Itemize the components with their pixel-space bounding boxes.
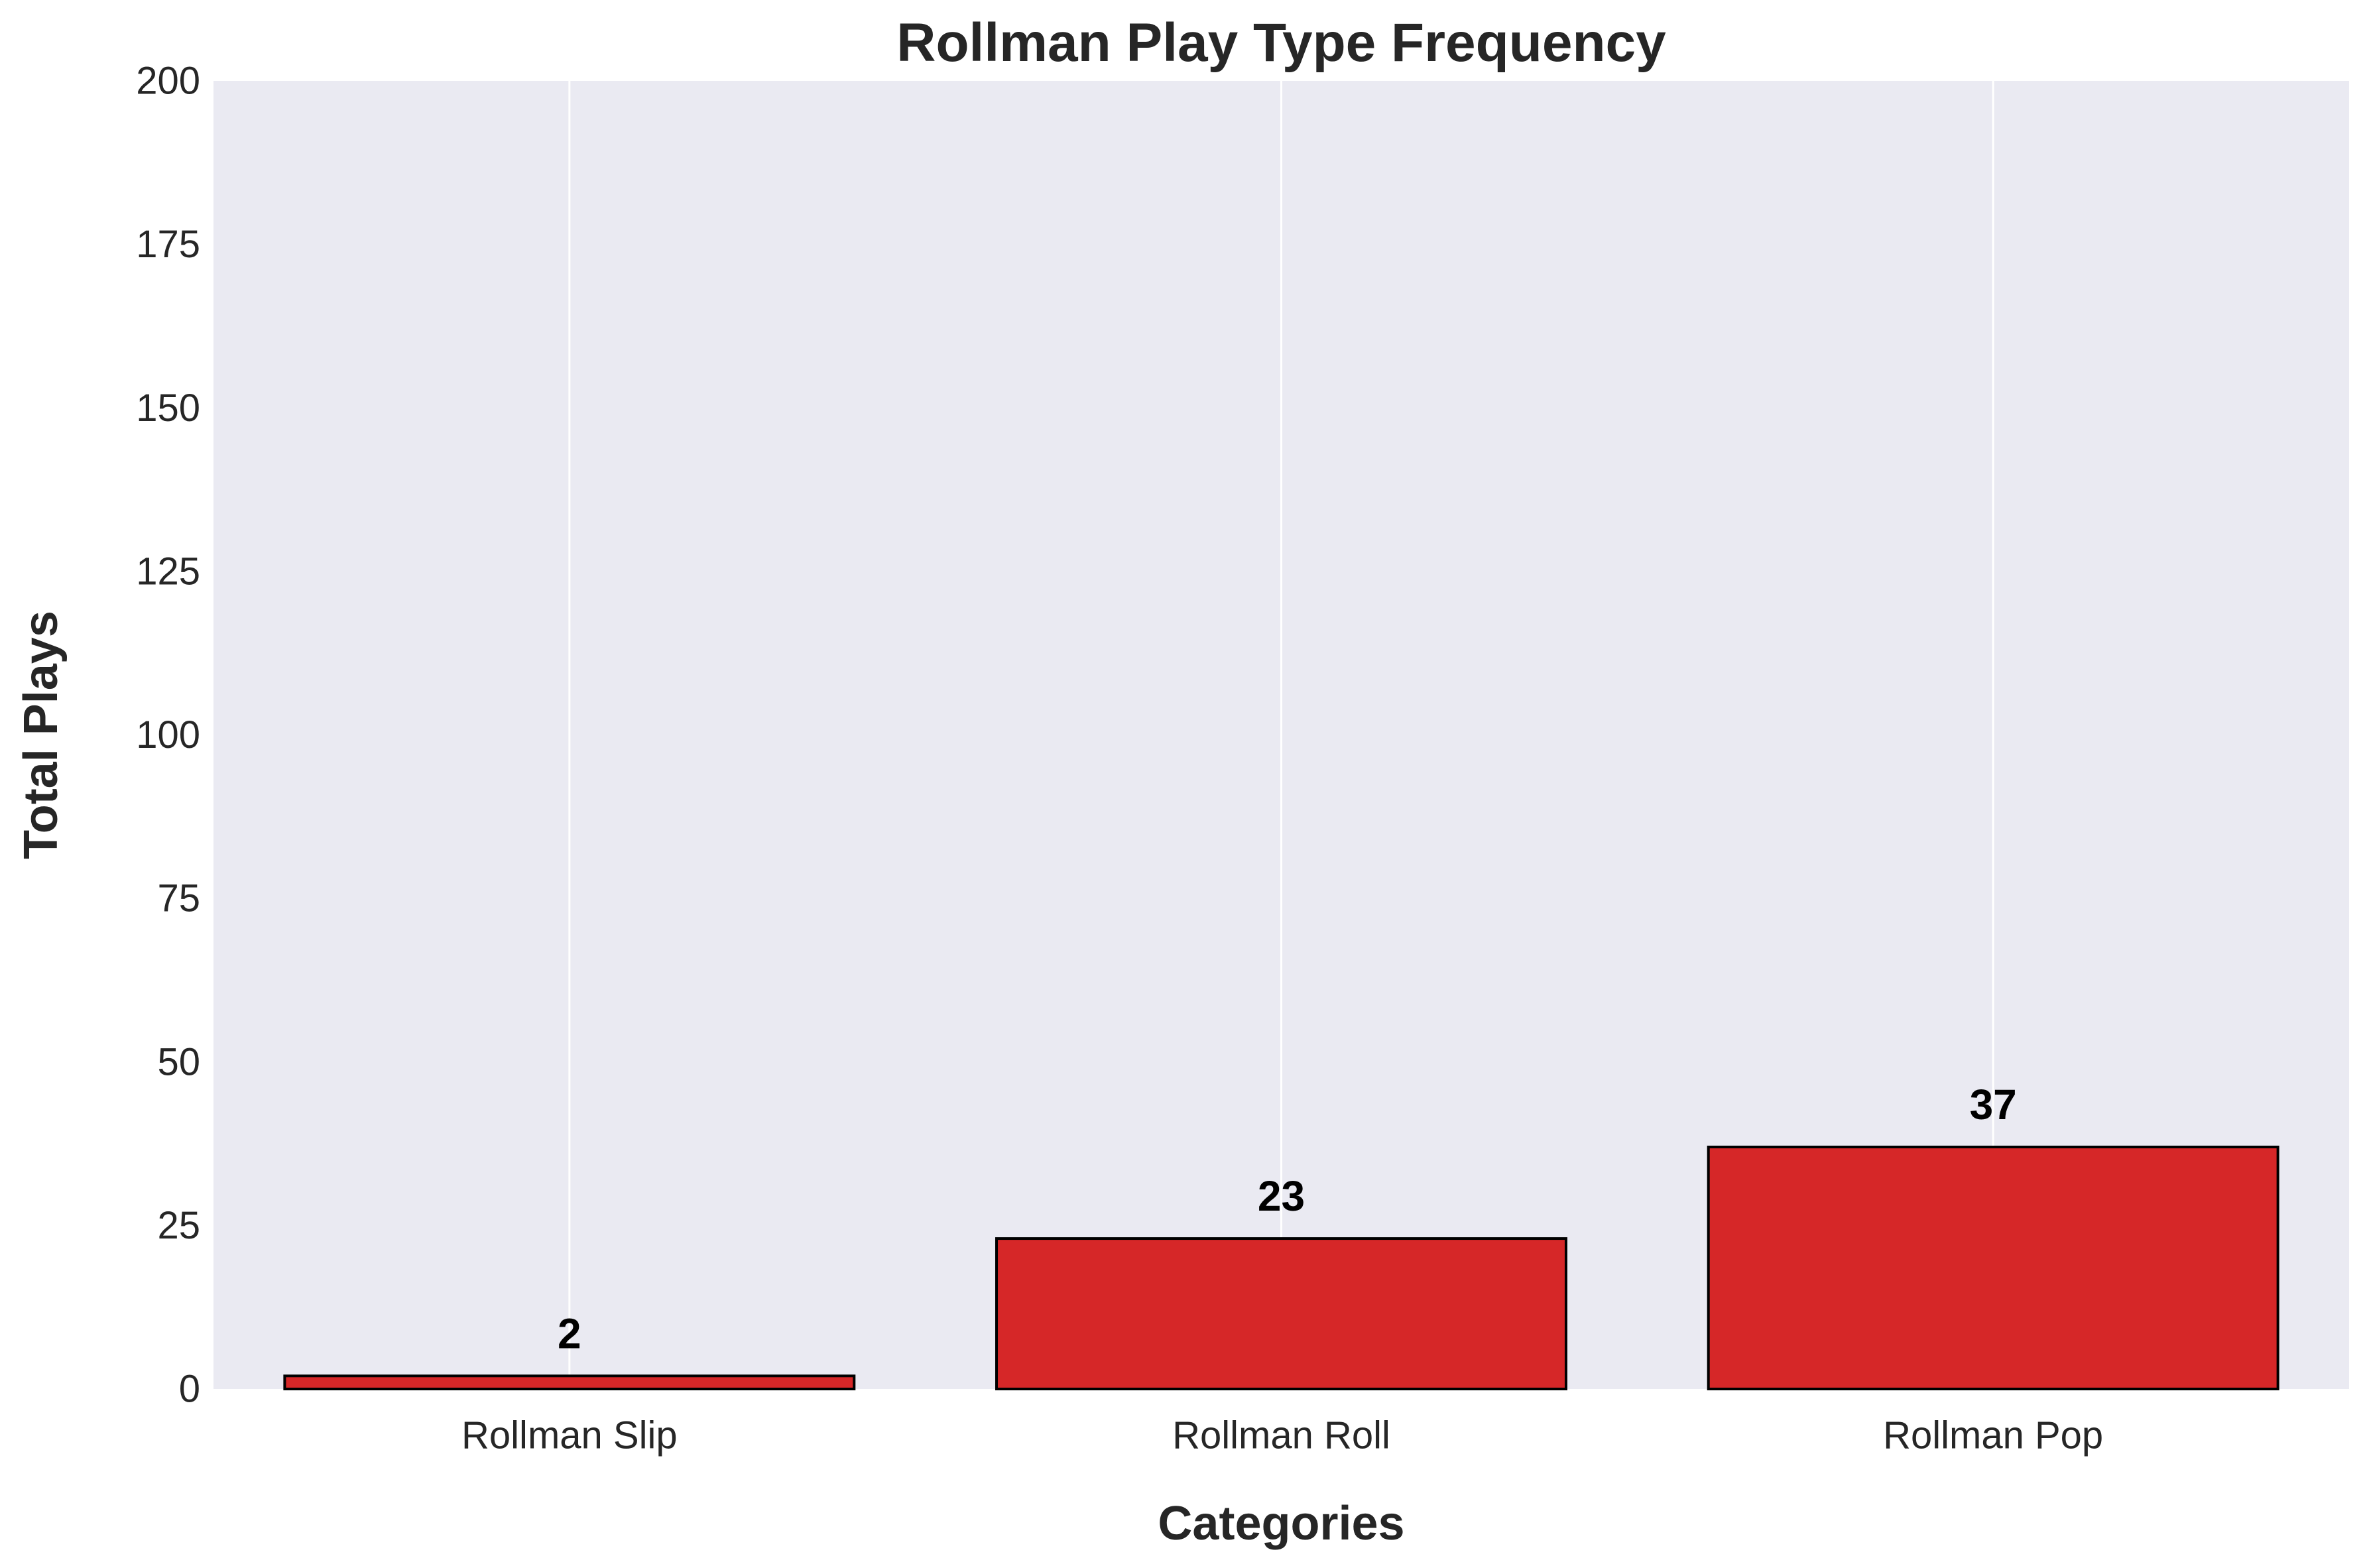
y-axis-ticks: 0 25 50 75 100 125 150 175 200 bbox=[136, 60, 200, 1411]
y-tick-label: 150 bbox=[136, 387, 200, 430]
data-label: 2 bbox=[558, 1309, 581, 1357]
data-labels: 2 23 37 bbox=[558, 1081, 2017, 1357]
y-tick-label: 0 bbox=[179, 1368, 200, 1411]
y-tick-label: 200 bbox=[136, 60, 200, 103]
x-axis-label: Categories bbox=[1158, 1497, 1404, 1550]
data-label: 23 bbox=[1258, 1172, 1305, 1220]
x-tick-label: Rollman Slip bbox=[461, 1414, 678, 1457]
x-tick-label: Rollman Roll bbox=[1172, 1414, 1390, 1457]
bars bbox=[283, 1145, 2279, 1391]
x-axis-ticks: Rollman Slip Rollman Roll Rollman Pop bbox=[461, 1414, 2103, 1457]
y-axis-label: Total Plays bbox=[15, 611, 68, 859]
bar-rollman-pop bbox=[1707, 1145, 2279, 1390]
chart-title: Rollman Play Type Frequency bbox=[896, 13, 1666, 73]
data-label: 37 bbox=[1970, 1081, 2017, 1128]
y-tick-label: 75 bbox=[157, 877, 200, 920]
y-tick-label: 175 bbox=[136, 223, 200, 266]
bar-rollman-slip bbox=[283, 1374, 856, 1391]
y-tick-label: 50 bbox=[157, 1040, 200, 1083]
y-tick-label: 25 bbox=[157, 1204, 200, 1247]
bar-rollman-roll bbox=[995, 1237, 1567, 1390]
y-tick-label: 100 bbox=[136, 713, 200, 756]
y-tick-label: 125 bbox=[136, 550, 200, 593]
x-tick-label: Rollman Pop bbox=[1883, 1414, 2103, 1457]
